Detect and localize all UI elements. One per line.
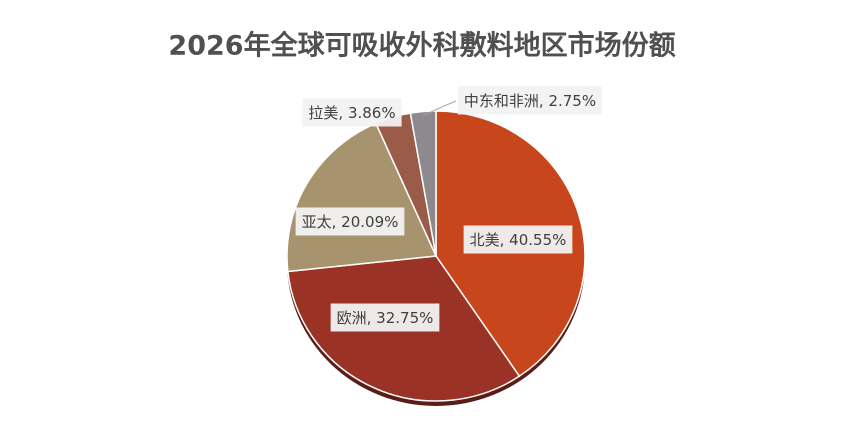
data-label-text: 拉美, 3.86% — [308, 104, 395, 122]
label-box — [302, 98, 402, 127]
label-box — [463, 225, 573, 254]
pie-slice — [409, 110, 437, 257]
label-box — [330, 303, 440, 332]
leader-line — [422, 100, 457, 116]
data-label: 北美, 40.55% — [463, 225, 573, 254]
category-name: 北美 — [470, 231, 500, 249]
data-label: 中东和非洲, 2.75% — [457, 86, 603, 115]
value-label: , 20.09% — [332, 213, 399, 231]
chart-title: 2026年全球可吸收外科敷料地区市场份额 — [168, 30, 675, 62]
value-label: , 40.55% — [500, 231, 567, 249]
value-label: , 32.75% — [367, 309, 434, 327]
category-name: 欧洲 — [337, 309, 367, 327]
data-label: 欧洲, 32.75% — [330, 303, 440, 332]
data-label: 亚太, 20.09% — [295, 207, 405, 236]
data-label-text: 亚太, 20.09% — [302, 213, 399, 231]
value-label: , 3.86% — [338, 104, 395, 122]
data-label-text: 中东和非洲, 2.75% — [464, 92, 596, 110]
data-label-text: 欧洲, 32.75% — [337, 309, 434, 327]
category-name: 亚太 — [302, 213, 332, 231]
data-label-text: 北美, 40.55% — [470, 231, 567, 249]
category-name: 中东和非洲 — [464, 92, 539, 110]
data-label: 拉美, 3.86% — [302, 98, 402, 127]
category-name: 拉美 — [308, 104, 338, 122]
value-label: , 2.75% — [539, 92, 596, 110]
label-box — [457, 86, 603, 115]
label-box — [295, 207, 405, 236]
